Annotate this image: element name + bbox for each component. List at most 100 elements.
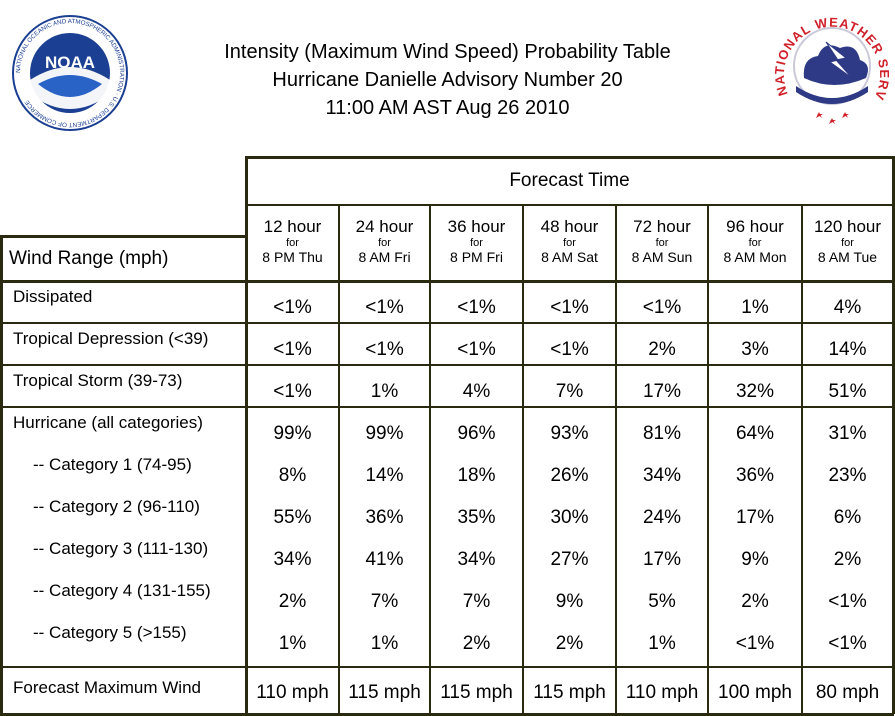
- probability-cell: 2%: [648, 339, 676, 360]
- probability-cell: 36%: [735, 465, 775, 486]
- probability-cell: 32%: [735, 381, 775, 402]
- grid-line-row: [0, 280, 894, 283]
- probability-cell: 115 mph: [440, 682, 513, 703]
- column-hour: 96 hour: [726, 217, 784, 236]
- probability-cell: 93%: [550, 423, 589, 444]
- row-label: -- Category 4 (131-155): [33, 581, 211, 600]
- probability-cell: 34%: [273, 549, 312, 570]
- probability-cell: 14%: [828, 339, 867, 360]
- probability-cell: 6%: [833, 507, 862, 528]
- grid-line-row: [0, 666, 894, 668]
- probability-cell: 2%: [278, 591, 307, 612]
- column-header: 24 hour for 8 AM Fri: [339, 205, 430, 281]
- probability-cell: 99%: [365, 423, 404, 444]
- probability-cell: 9%: [741, 549, 769, 570]
- page-title: Intensity (Maximum Wind Speed) Probabili…: [150, 38, 745, 122]
- probability-cell: 4%: [833, 297, 862, 318]
- probability-cell: 64%: [735, 423, 775, 444]
- nws-logo: NATIONAL WEATHER SERVICE: [774, 8, 890, 124]
- column-for: for: [655, 237, 669, 249]
- probability-cell: 27%: [550, 549, 589, 570]
- title-line-2: Hurricane Danielle Advisory Number 20: [272, 69, 623, 91]
- column-hour: 36 hour: [447, 217, 506, 236]
- column-time: 8 PM Fri: [450, 249, 503, 265]
- probability-cell: <1%: [273, 381, 312, 402]
- column-time: 8 AM Sun: [631, 249, 693, 265]
- column-time: 8 AM Fri: [358, 249, 411, 265]
- column-header: 72 hour for 8 AM Sun: [616, 205, 708, 281]
- probability-cell: <1%: [365, 297, 404, 318]
- noaa-logo-text: NOAA: [45, 53, 95, 72]
- probability-cell: <1%: [550, 297, 589, 318]
- grid-line-row: [0, 364, 894, 366]
- column-time: 8 AM Tue: [817, 249, 878, 265]
- column-header: 12 hour for 8 PM Thu: [246, 205, 339, 281]
- probability-cell: 2%: [462, 633, 491, 654]
- probability-cell: 2%: [555, 633, 584, 654]
- probability-cell: 23%: [828, 465, 867, 486]
- probability-cell: <1%: [550, 339, 589, 360]
- probability-cell: 80 mph: [815, 682, 880, 703]
- grid-line-col: [707, 205, 709, 714]
- probability-cell: 1%: [741, 297, 769, 318]
- grid-line-col: [429, 205, 431, 714]
- column-time: 8 PM Thu: [262, 249, 323, 265]
- probability-cell: 26%: [550, 465, 589, 486]
- probability-cell: 8%: [278, 465, 307, 486]
- grid-line-col: [801, 205, 803, 714]
- probability-cell: 1%: [648, 633, 676, 654]
- grid-line-col: [338, 205, 340, 714]
- column-for: for: [748, 237, 762, 249]
- probability-cell: 17%: [642, 381, 682, 402]
- probability-cell: <1%: [365, 339, 404, 360]
- grid-line-col-0: [245, 156, 248, 714]
- probability-cell: 5%: [648, 591, 676, 612]
- row-label: -- Category 5 (>155): [33, 623, 187, 642]
- probability-cell: 115 mph: [533, 682, 606, 703]
- probability-cell: 96%: [457, 423, 496, 444]
- grid-line-top: [245, 156, 894, 159]
- wind-range-header: Wind Range (mph): [9, 248, 169, 269]
- probability-cell: 7%: [462, 591, 491, 612]
- probability-cell: 7%: [555, 381, 584, 402]
- probability-cell: <1%: [828, 591, 867, 612]
- probability-cell: 100 mph: [718, 682, 792, 703]
- column-for: for: [841, 237, 854, 249]
- column-for: for: [563, 237, 576, 249]
- column-hour: 120 hour: [813, 217, 882, 236]
- probability-cell: 9%: [555, 591, 584, 612]
- probability-cell: 41%: [365, 549, 404, 570]
- column-for: for: [378, 237, 391, 249]
- probability-cell: 110 mph: [256, 682, 329, 703]
- column-header: 48 hour for 8 AM Sat: [523, 205, 616, 281]
- column-header: 96 hour for 8 AM Mon: [708, 205, 802, 281]
- probability-cell: 1%: [278, 633, 307, 654]
- probability-cell: 99%: [273, 423, 312, 444]
- probability-cell: <1%: [457, 297, 496, 318]
- probability-cell: <1%: [457, 339, 496, 360]
- probability-cell: <1%: [273, 339, 312, 360]
- probability-cell: 81%: [642, 423, 682, 444]
- grid-line-row: [0, 322, 894, 324]
- probability-cell: <1%: [273, 297, 312, 318]
- probability-cell: 24%: [642, 507, 682, 528]
- probability-cell: 2%: [833, 549, 862, 570]
- probability-cell: 18%: [457, 465, 496, 486]
- probability-cell: <1%: [735, 633, 775, 654]
- grid-line-col: [615, 205, 617, 714]
- row-label: Hurricane (all categories): [13, 413, 203, 432]
- probability-cell: 17%: [642, 549, 682, 570]
- probability-cell: 7%: [370, 591, 399, 612]
- column-for: for: [470, 237, 483, 249]
- probability-cell: 55%: [273, 507, 312, 528]
- probability-cell: 1%: [370, 381, 399, 402]
- column-hour: 72 hour: [633, 217, 691, 236]
- forecast-time-header: Forecast Time: [509, 170, 630, 191]
- row-label: -- Category 2 (96-110): [33, 497, 200, 516]
- column-hour: 48 hour: [540, 217, 599, 236]
- probability-cell: 115 mph: [348, 682, 421, 703]
- grid-line-left: [0, 235, 3, 714]
- title-line-3: 11:00 AM AST Aug 26 2010: [325, 97, 570, 119]
- probability-cell: 1%: [370, 633, 399, 654]
